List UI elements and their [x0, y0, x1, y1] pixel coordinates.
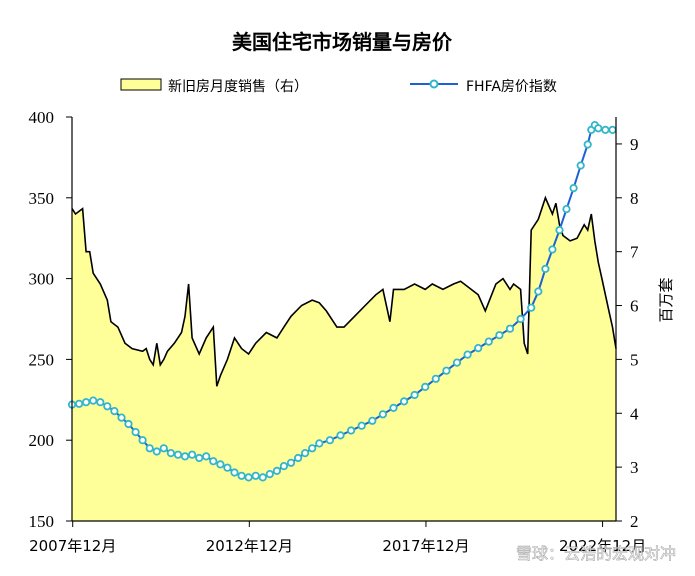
left-tick-label: 300: [29, 270, 55, 289]
fhfa-point: [484, 337, 493, 346]
fhfa-point: [230, 468, 239, 477]
right-tick-label: 4: [630, 404, 639, 423]
fhfa-point: [336, 431, 345, 440]
fhfa-point: [152, 447, 161, 456]
fhfa-point: [265, 469, 274, 479]
watermark: 雪球：云浩的宏观对冲: [516, 544, 676, 563]
fhfa-point: [346, 426, 356, 435]
fhfa-point: [180, 452, 190, 461]
x-tick-label: 2012年12月: [206, 537, 293, 555]
right-tick-label: 5: [630, 350, 639, 369]
legend-area-swatch: [120, 78, 162, 91]
fhfa-point: [325, 436, 334, 445]
fhfa-point: [410, 390, 419, 400]
fhfa-point: [300, 448, 310, 458]
sales-outline: [71, 195, 617, 387]
left-tick-label: 150: [29, 512, 55, 531]
fhfa-point: [202, 452, 211, 461]
fhfa-point: [389, 403, 398, 412]
right-axis-ticks: 2 3 4 5 6 7 8 9: [616, 135, 639, 531]
legend: 新旧房月度销售（右） FHFA房价指数: [120, 78, 557, 95]
fhfa-point: [286, 458, 296, 467]
fhfa-point: [209, 457, 218, 466]
right-tick-label: 7: [630, 243, 639, 262]
fhfa-point: [357, 421, 366, 430]
fhfa-point: [608, 125, 617, 134]
fhfa-point: [244, 473, 253, 482]
fhfa-point: [562, 205, 571, 214]
fhfa-point: [145, 444, 154, 453]
right-tick-label: 2: [630, 512, 639, 531]
fhfa-point: [279, 461, 288, 471]
fhfa-point: [442, 366, 451, 375]
fhfa-point: [117, 413, 126, 422]
fhfa-point: [541, 264, 550, 273]
fhfa-point: [378, 410, 387, 419]
left-tick-label: 200: [29, 431, 55, 450]
fhfa-point: [474, 343, 483, 353]
fhfa-point: [569, 184, 578, 193]
fhfa-point: [166, 448, 175, 458]
fhfa-point: [223, 463, 232, 472]
legend-label-sales: 新旧房月度销售（右）: [168, 79, 308, 95]
fhfa-point: [495, 331, 504, 340]
right-axis-title: 百万套: [657, 277, 675, 322]
fhfa-point: [399, 397, 409, 406]
fhfa-point: [548, 245, 557, 254]
fhfa-point: [258, 473, 267, 482]
fhfa-point: [188, 450, 197, 459]
fhfa-point: [103, 402, 112, 411]
right-tick-label: 8: [630, 189, 639, 208]
fhfa-point: [251, 471, 260, 480]
fhfa-point: [89, 396, 98, 405]
fhfa-point: [583, 140, 592, 149]
fhfa-point: [452, 358, 462, 367]
x-axis-ticks: 2007年12月 2012年12月 2017年12月 2022年12月: [29, 521, 646, 555]
fhfa-point: [601, 125, 610, 134]
fhfa-point: [293, 453, 303, 463]
fhfa-point: [505, 324, 515, 333]
fhfa-point: [216, 460, 225, 469]
x-tick-label: 2022年12月: [559, 537, 646, 555]
fhfa-point: [594, 124, 603, 133]
fhfa-point: [110, 406, 119, 416]
fhfa-point: [131, 427, 140, 437]
fhfa-point: [75, 399, 84, 408]
fhfa-point: [195, 453, 204, 463]
fhfa-point: [463, 350, 472, 359]
left-tick-label: 400: [29, 108, 55, 127]
fhfa-point: [237, 471, 246, 480]
legend-label-fhfa: FHFA房价指数: [466, 79, 557, 95]
fhfa-point: [159, 444, 168, 453]
right-tick-label: 9: [630, 135, 639, 154]
fhfa-point: [124, 419, 133, 429]
fhfa-point: [96, 398, 105, 407]
fhfa-point: [421, 382, 430, 391]
x-tick-label: 2007年12月: [29, 537, 116, 555]
chart-title: 美国住宅市场销量与房价: [232, 30, 453, 54]
fhfa-point: [555, 226, 564, 235]
plot-area: [67, 121, 617, 522]
fhfa-point: [534, 287, 543, 296]
x-tick-label: 2017年12月: [382, 537, 469, 555]
fhfa-point: [315, 439, 324, 448]
fhfa-point: [368, 416, 377, 425]
fhfa-point: [138, 436, 147, 445]
sales-area: [72, 197, 616, 522]
left-tick-label: 350: [29, 189, 55, 208]
left-tick-label: 250: [29, 350, 55, 369]
left-axis-ticks: 150 200 250 300 350 400: [29, 108, 72, 531]
legend-line-marker: [429, 79, 439, 89]
right-tick-label: 6: [630, 297, 639, 316]
fhfa-point: [173, 450, 183, 459]
fhfa-point: [527, 303, 536, 312]
fhfa-point: [82, 398, 91, 407]
right-tick-label: 3: [630, 458, 639, 477]
fhfa-point: [516, 314, 525, 324]
fhfa-point: [308, 444, 317, 453]
fhfa-point: [431, 374, 440, 383]
fhfa-point: [576, 161, 585, 170]
fhfa-point: [272, 466, 281, 475]
